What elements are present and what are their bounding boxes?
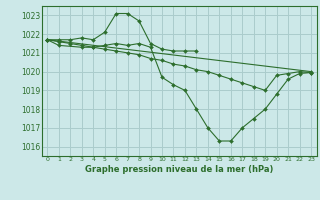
X-axis label: Graphe pression niveau de la mer (hPa): Graphe pression niveau de la mer (hPa) [85, 165, 273, 174]
